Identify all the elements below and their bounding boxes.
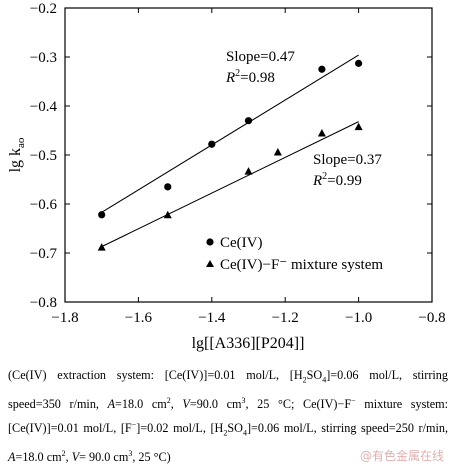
caption-part: mixture system: [Ce(IV)]=0.01 mol/L, [F [8, 397, 449, 435]
caption-part: 2 [302, 375, 307, 385]
x-tick-label: −1.8 [51, 310, 78, 326]
y-tick-label: −0.3 [30, 50, 57, 66]
caption-part: 4 [242, 428, 247, 437]
y-tick-label: −0.4 [30, 99, 58, 115]
legend-label-ce: Ce(IV) [220, 235, 262, 251]
slope-label-ce: Slope=0.47 [226, 49, 295, 65]
r2-value-ce: =0.98 [240, 70, 275, 86]
caption-part: − [131, 419, 137, 429]
data-point-circle [208, 140, 216, 148]
legend-label-cef: Ce(IV)−F⁻ mixture system [220, 257, 383, 273]
data-points [97, 59, 363, 251]
legend-marker-triangle [206, 260, 214, 267]
figure-caption: (Ce(IV) extraction system: [Ce(IV)]=0.01… [8, 365, 448, 467]
data-point-triangle [273, 148, 282, 156]
caption-part: 3 [128, 448, 133, 458]
legend: Ce(IV) Ce(IV)−F⁻ mixture system [206, 235, 383, 273]
watermark: @有色金属在线 [359, 449, 444, 463]
caption-part: (Ce(IV) extraction system: [Ce(IV)]=0.01… [8, 368, 303, 382]
fit-line-series-1 [101, 121, 359, 248]
data-point-circle [318, 65, 326, 73]
x-tick-label: −1.4 [198, 310, 226, 326]
caption-part: SO [227, 420, 243, 435]
caption-part: = 90.0 cm [79, 449, 129, 464]
caption-part: ]=0.06 mol/L, stirring speed=250 r/min, [246, 420, 448, 435]
data-point-circle [244, 117, 253, 125]
caption-part: , 25 °C) [132, 449, 171, 464]
caption-part: V [182, 397, 190, 411]
fit-lines [101, 54, 359, 248]
caption-part: ]=0.02 mol/L, [H [136, 420, 224, 435]
y-tick-label: −0.5 [30, 148, 57, 164]
fit-line-series-0 [101, 54, 359, 213]
caption-part: 2 [223, 428, 228, 437]
caption-part: , 25 °C; Ce(IV)−F [245, 397, 352, 411]
x-axis-title: lg[[A336][P204]] [192, 335, 305, 352]
annotations: Slope=0.47 R2=0.98 Slope=0.37 R2=0.99 [225, 49, 382, 189]
chart: −1.8 −1.6 −1.4 −1.2 −1.0 −0.8 −0.2 −0.3 −0.4 −0.5… [7, 1, 446, 352]
x-tick-label: −1.6 [125, 310, 153, 326]
caption-part: 2 [166, 395, 171, 405]
y-tick-label: −0.8 [30, 295, 57, 311]
legend-marker-circle [206, 238, 214, 246]
caption-part: , [65, 449, 72, 464]
caption-part: SO [306, 368, 323, 382]
caption-part: =90.0 cm [189, 397, 242, 411]
data-point-triangle [317, 128, 326, 137]
r2-label-cef: R2=0.99 [312, 171, 362, 189]
caption-part: A [8, 449, 16, 464]
caption-part: =18.0 cm [15, 449, 62, 464]
r2-label-ce: R2=0.98 [225, 68, 275, 86]
x-tick-label: −0.8 [418, 310, 445, 326]
data-point-triangle [163, 210, 172, 219]
data-point-triangle [97, 243, 106, 251]
y-axis-title-main: lg k [7, 148, 24, 172]
caption-part: 3 [241, 395, 246, 405]
y-tick-label: −0.6 [30, 197, 58, 213]
data-point-circle [355, 59, 363, 67]
x-tick-label: −1.2 [272, 310, 299, 326]
y-axis-title: lg kao [7, 137, 27, 172]
y-axis-title-sub: ao [15, 137, 27, 148]
caption-part: − [351, 395, 356, 405]
caption-part: ]=0.06 mol/L, stirring speed=350 r/min, [8, 368, 448, 411]
caption-part: A [107, 397, 116, 411]
x-tick-label: −1.0 [345, 310, 372, 326]
axis-ticks: −1.8 −1.6 −1.4 −1.2 −1.0 −0.8 −0.2 −0.3 −0.4 −0.5… [30, 1, 446, 326]
data-point-circle [164, 183, 172, 191]
data-point-triangle [354, 122, 363, 131]
caption-part: , [170, 397, 183, 411]
caption-part: 4 [322, 375, 327, 385]
data-point-triangle [244, 167, 253, 175]
data-point-circle [98, 211, 106, 219]
y-tick-label: −0.7 [30, 246, 58, 262]
caption-part: 2 [61, 448, 66, 458]
caption-part: =18.0 cm [115, 397, 167, 411]
slope-label-cef: Slope=0.37 [313, 152, 382, 168]
caption-part: V [71, 449, 80, 464]
y-tick-label: −0.2 [30, 1, 57, 17]
r2-value-cef: =0.99 [327, 173, 362, 189]
